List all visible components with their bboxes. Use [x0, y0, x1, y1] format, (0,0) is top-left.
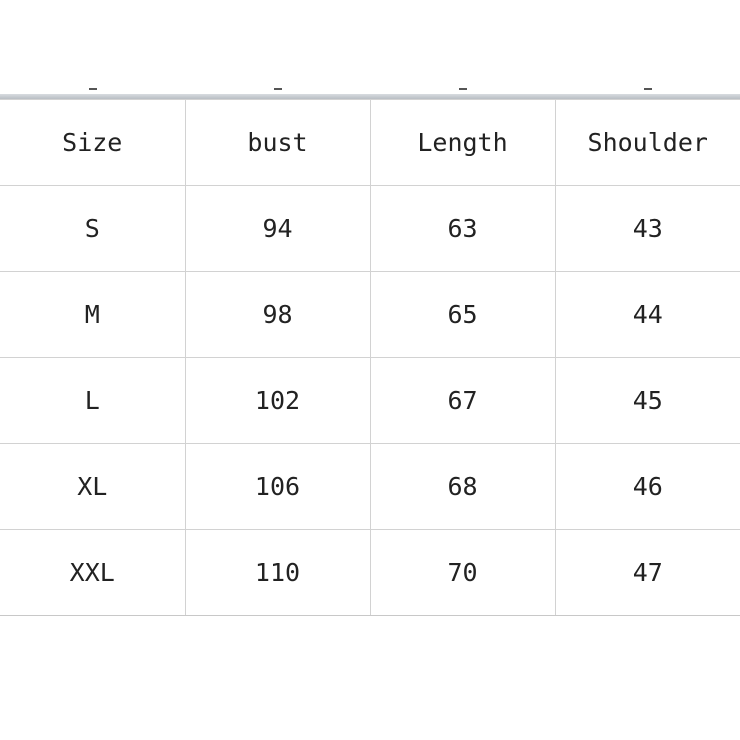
header-shoulder: Shoulder [554, 99, 740, 186]
column-marker [89, 88, 97, 90]
header-length: Length [369, 99, 556, 186]
cell-length: 63 [369, 185, 556, 272]
cell-length: 68 [369, 443, 556, 530]
table-row: M 98 65 44 [0, 271, 740, 358]
cell-size: S [0, 185, 186, 272]
column-marker [459, 88, 467, 90]
table-row: L 102 67 45 [0, 357, 740, 444]
cell-bust: 94 [184, 185, 371, 272]
cell-bust: 102 [184, 357, 371, 444]
table-row: XXL 110 70 47 [0, 529, 740, 616]
cell-length: 65 [369, 271, 556, 358]
cell-shoulder: 46 [554, 443, 740, 530]
column-marker [644, 88, 652, 90]
cell-bust: 110 [184, 529, 371, 616]
column-header-bar [0, 94, 740, 99]
cell-length: 70 [369, 529, 556, 616]
cell-shoulder: 44 [554, 271, 740, 358]
cell-size: M [0, 271, 186, 358]
cell-bust: 98 [184, 271, 371, 358]
cell-size: L [0, 357, 186, 444]
header-bust: bust [184, 99, 371, 186]
column-marker [274, 88, 282, 90]
cell-size: XXL [0, 529, 186, 616]
table-row: S 94 63 43 [0, 185, 740, 272]
table-row: XL 106 68 46 [0, 443, 740, 530]
header-row: Size bust Length Shoulder [0, 99, 740, 186]
cell-size: XL [0, 443, 186, 530]
cell-length: 67 [369, 357, 556, 444]
cell-shoulder: 47 [554, 529, 740, 616]
cell-bust: 106 [184, 443, 371, 530]
size-chart-table: Size bust Length Shoulder S 94 63 43 M 9… [0, 99, 740, 616]
cell-shoulder: 45 [554, 357, 740, 444]
header-size: Size [0, 99, 186, 186]
cell-shoulder: 43 [554, 185, 740, 272]
